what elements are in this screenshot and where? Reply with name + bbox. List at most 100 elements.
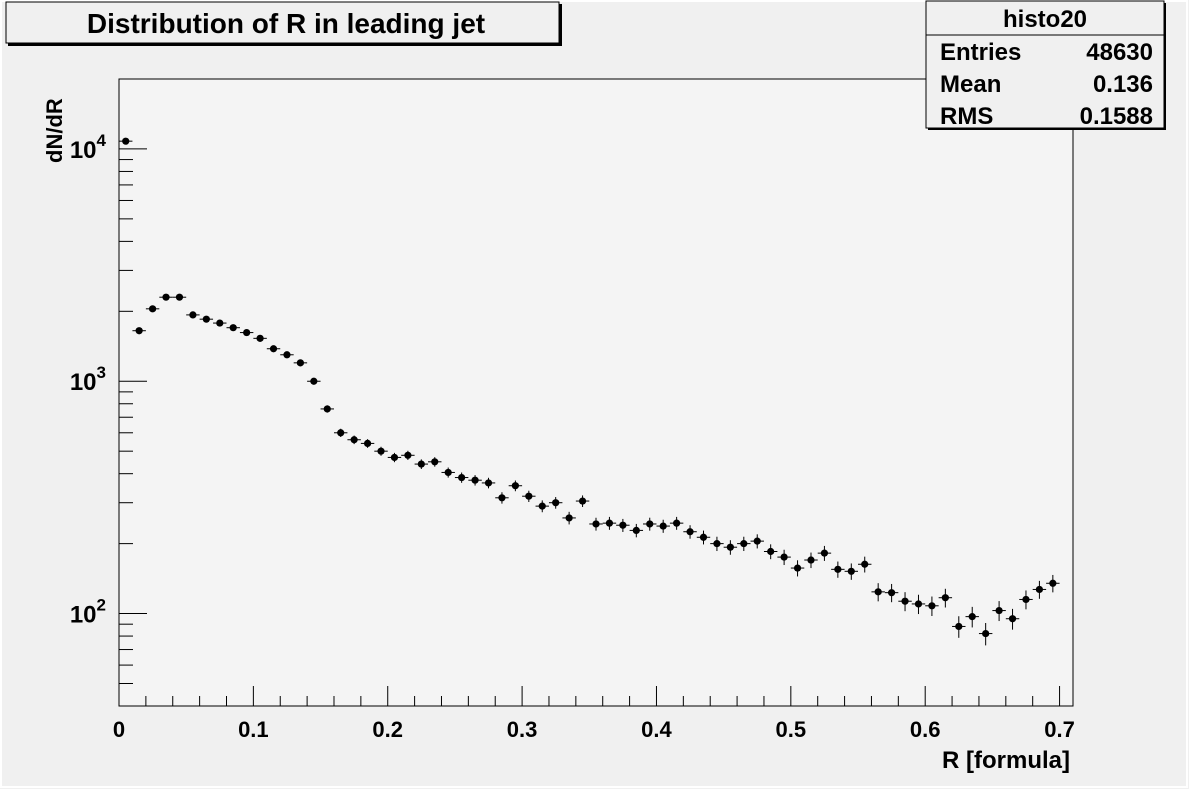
data-point: [387, 452, 402, 463]
data-point: [213, 319, 227, 327]
title-box: Distribution of R in leading jet: [5, 1, 562, 46]
data-point: [186, 311, 200, 319]
x-tick-label: 0.5: [776, 717, 807, 742]
data-point: [629, 523, 644, 538]
data-points: [119, 137, 1060, 646]
chart-title: Distribution of R in leading jet: [87, 8, 485, 39]
data-point: [548, 497, 563, 509]
data-point: [925, 596, 939, 616]
data-point: [347, 435, 361, 445]
x-axis-label: R [formula]: [942, 747, 1070, 774]
stats-label-mean: Mean: [940, 71, 1001, 98]
data-point: [360, 439, 375, 448]
data-point: [535, 500, 549, 513]
data-point: [589, 517, 603, 531]
data-point: [333, 428, 348, 437]
data-point: [468, 475, 482, 486]
y-axis-ticks: [119, 78, 147, 707]
data-point: [226, 324, 240, 332]
x-tick-label: 0: [113, 717, 125, 742]
y-axis-label: dN/dR: [42, 98, 67, 163]
stats-title: histo20: [1003, 6, 1087, 33]
data-point: [495, 492, 509, 504]
data-point: [938, 588, 953, 608]
data-point: [481, 477, 496, 489]
x-tick-label: 0.1: [238, 717, 269, 742]
data-point: [374, 446, 388, 456]
data-point: [763, 544, 778, 560]
data-point: [508, 480, 523, 492]
y-tick-label: 102: [70, 596, 106, 629]
data-point: [616, 518, 630, 532]
data-point: [898, 592, 912, 612]
data-point: [145, 305, 160, 313]
data-point: [750, 534, 764, 549]
data-point: [280, 351, 294, 359]
data-point: [119, 137, 133, 145]
data-point: [858, 556, 872, 573]
y-tick-label: 103: [70, 363, 106, 396]
plot-frame: [118, 78, 1074, 707]
data-point: [871, 583, 885, 602]
stats-value-entries: 48630: [1086, 39, 1153, 66]
data-point: [239, 328, 254, 337]
data-point: [844, 563, 859, 580]
data-point: [414, 459, 429, 470]
data-point: [602, 516, 617, 530]
x-tick-label: 0.6: [910, 717, 941, 742]
data-point: [643, 517, 657, 531]
data-point: [683, 525, 697, 539]
data-point: [253, 334, 267, 342]
data-point: [696, 530, 711, 545]
data-point: [159, 293, 173, 301]
data-point: [710, 536, 724, 552]
data-point: [965, 606, 979, 628]
data-point: [831, 561, 845, 578]
data-point: [992, 601, 1006, 622]
data-point: [199, 315, 214, 323]
data-point: [454, 472, 469, 483]
data-point: [669, 516, 684, 530]
data-point: [817, 545, 832, 561]
data-point: [978, 623, 993, 646]
data-point: [132, 327, 146, 335]
x-axis-tick-labels: 0 0.1 0.2 0.3 0.4 0.5 0.6 0.7: [113, 717, 1075, 742]
data-point: [293, 359, 308, 367]
data-point: [575, 495, 590, 507]
stats-value-mean: 0.136: [1093, 71, 1153, 98]
data-point: [401, 450, 415, 461]
data-point: [777, 549, 791, 566]
stats-label-rms: RMS: [940, 103, 993, 130]
data-point: [804, 552, 818, 569]
data-point: [1019, 590, 1033, 610]
data-point: [790, 560, 805, 577]
data-point: [307, 377, 321, 385]
data-point: [266, 345, 281, 353]
stats-box: histo20 Entries 48630 Mean 0.136 RMS 0.1…: [925, 0, 1166, 130]
data-point: [1005, 608, 1020, 630]
y-tick-label: 104: [70, 131, 107, 164]
stats-value-rms: 0.1588: [1080, 103, 1153, 130]
x-tick-label: 0.3: [507, 717, 538, 742]
data-point: [723, 540, 738, 555]
data-point: [911, 594, 926, 615]
data-point: [656, 519, 670, 533]
data-point: [952, 616, 966, 638]
x-axis-ticks: [118, 686, 1061, 706]
data-point: [441, 467, 455, 478]
x-tick-label: 0.4: [641, 717, 672, 742]
x-tick-label: 0.2: [372, 717, 403, 742]
data-point: [1032, 580, 1047, 599]
data-point: [522, 490, 536, 503]
data-point: [737, 536, 751, 552]
data-point: [320, 405, 334, 413]
y-axis-tick-labels: 102 103 104: [70, 131, 107, 629]
data-point: [428, 457, 442, 467]
data-point: [884, 583, 899, 603]
data-point: [562, 511, 576, 525]
data-point: [1046, 574, 1060, 593]
x-tick-label: 0.7: [1044, 717, 1075, 742]
stats-label-entries: Entries: [940, 39, 1021, 66]
